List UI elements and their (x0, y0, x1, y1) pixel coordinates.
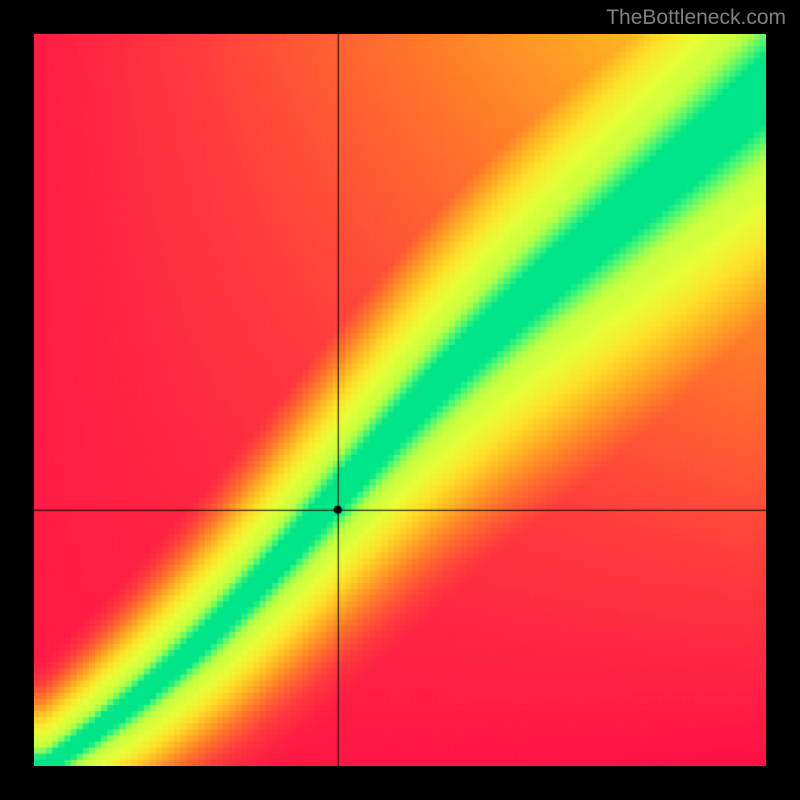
heatmap-canvas (34, 34, 766, 766)
chart-container: TheBottleneck.com (0, 0, 800, 800)
attribution-text: TheBottleneck.com (606, 6, 786, 30)
